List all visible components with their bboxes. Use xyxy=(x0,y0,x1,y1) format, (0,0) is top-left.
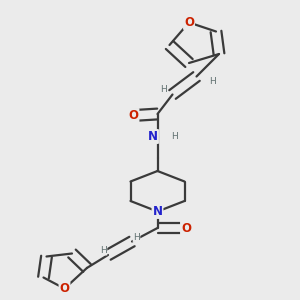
Text: O: O xyxy=(184,16,194,29)
Text: H: H xyxy=(160,85,167,94)
Text: O: O xyxy=(181,221,191,235)
Text: H: H xyxy=(210,76,216,85)
Text: N: N xyxy=(148,130,158,143)
Text: O: O xyxy=(128,109,139,122)
Text: H: H xyxy=(100,246,107,255)
Text: O: O xyxy=(59,282,70,295)
Text: H: H xyxy=(171,132,177,141)
Text: H: H xyxy=(133,232,140,242)
Text: N: N xyxy=(152,205,163,218)
